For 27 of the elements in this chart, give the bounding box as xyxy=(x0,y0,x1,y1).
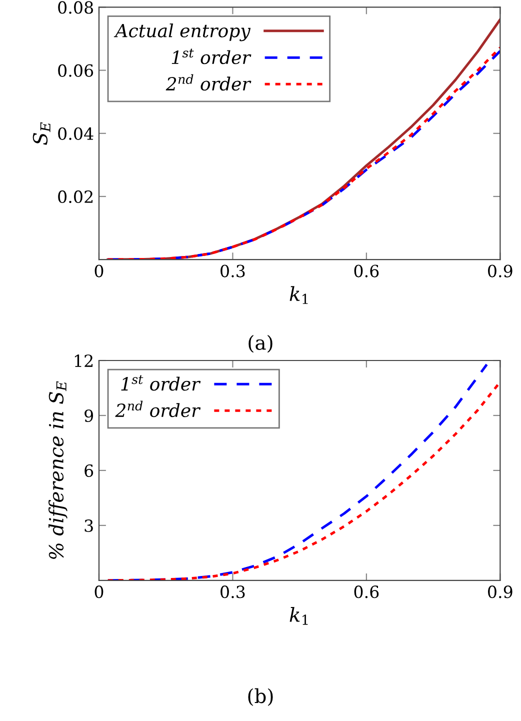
legend-label: 1$^{st}$ order xyxy=(121,375,201,391)
x-tick-label: 0 xyxy=(94,264,104,278)
text: (b) xyxy=(248,688,273,706)
y-tick-label: 9 xyxy=(84,409,94,422)
x-tick-label: 0.6 xyxy=(354,264,379,278)
y-tick-label: 0.08 xyxy=(58,1,94,14)
legend-label: Actual entropy xyxy=(114,23,251,42)
y-tick-label: 0.04 xyxy=(58,127,94,140)
y-tick-label: 0.02 xyxy=(58,190,92,204)
x-axis-title: k$_{1}$ xyxy=(290,606,308,625)
x-tick-label: 0.6 xyxy=(354,586,379,598)
legend-label: 2$^{nd}$ order xyxy=(166,74,252,91)
legend-label: 1$^{st}$ order xyxy=(172,48,252,64)
legend-label: 2$^{nd}$ order xyxy=(115,400,201,418)
x-tick-label: 0.9 xyxy=(488,264,512,278)
x-tick-label: 0.3 xyxy=(220,264,245,278)
x-tick-label: 0.3 xyxy=(220,586,245,598)
y-tick-label: 12 xyxy=(74,354,92,367)
text: (a) xyxy=(248,334,272,353)
y-tick-label: 3 xyxy=(84,519,93,532)
x-tick-label: 0.9 xyxy=(488,586,512,598)
y-axis-title: % difference in S$_{E}$ xyxy=(48,381,68,559)
x-axis-title: k$_{1}$ xyxy=(290,286,308,304)
y-tick-label: 0.06 xyxy=(58,64,94,77)
y-tick-label: 6 xyxy=(84,464,94,478)
y-axis-title: S$_{E}$ xyxy=(32,122,50,145)
x-tick-label: 0 xyxy=(94,586,104,598)
